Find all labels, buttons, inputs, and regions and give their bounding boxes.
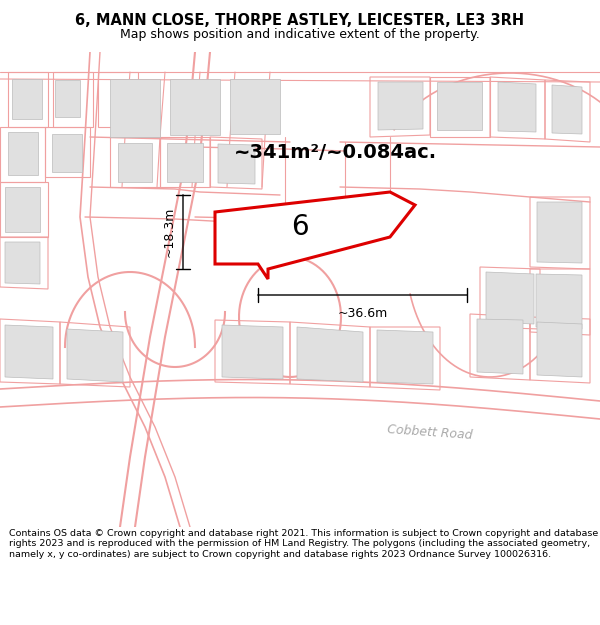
- Text: Cobbett Road: Cobbett Road: [387, 422, 473, 441]
- Polygon shape: [552, 85, 582, 134]
- Polygon shape: [52, 134, 82, 172]
- Polygon shape: [222, 325, 283, 379]
- Polygon shape: [537, 322, 582, 377]
- Text: 6: 6: [291, 213, 309, 241]
- Polygon shape: [215, 192, 415, 279]
- Polygon shape: [5, 325, 53, 379]
- Polygon shape: [5, 242, 40, 284]
- Text: ~18.3m: ~18.3m: [163, 207, 176, 258]
- Polygon shape: [5, 187, 40, 232]
- Polygon shape: [537, 202, 582, 263]
- Polygon shape: [12, 79, 42, 119]
- Text: Contains OS data © Crown copyright and database right 2021. This information is : Contains OS data © Crown copyright and d…: [9, 529, 598, 559]
- Text: ~36.6m: ~36.6m: [337, 307, 388, 320]
- Text: Map shows position and indicative extent of the property.: Map shows position and indicative extent…: [120, 28, 480, 41]
- Polygon shape: [230, 79, 280, 134]
- Polygon shape: [486, 272, 534, 324]
- Polygon shape: [55, 80, 80, 117]
- Polygon shape: [170, 79, 220, 135]
- Text: ~341m²/~0.084ac.: ~341m²/~0.084ac.: [233, 142, 437, 161]
- Polygon shape: [297, 327, 363, 382]
- Polygon shape: [498, 82, 536, 132]
- Polygon shape: [118, 143, 152, 182]
- Polygon shape: [477, 319, 523, 374]
- Polygon shape: [536, 274, 582, 329]
- Polygon shape: [167, 143, 203, 182]
- Polygon shape: [8, 132, 38, 175]
- Polygon shape: [437, 82, 482, 130]
- Polygon shape: [218, 144, 255, 184]
- Text: 6, MANN CLOSE, THORPE ASTLEY, LEICESTER, LE3 3RH: 6, MANN CLOSE, THORPE ASTLEY, LEICESTER,…: [76, 13, 524, 28]
- Polygon shape: [110, 79, 160, 137]
- Polygon shape: [378, 82, 423, 130]
- Polygon shape: [377, 330, 433, 384]
- Polygon shape: [67, 329, 123, 382]
